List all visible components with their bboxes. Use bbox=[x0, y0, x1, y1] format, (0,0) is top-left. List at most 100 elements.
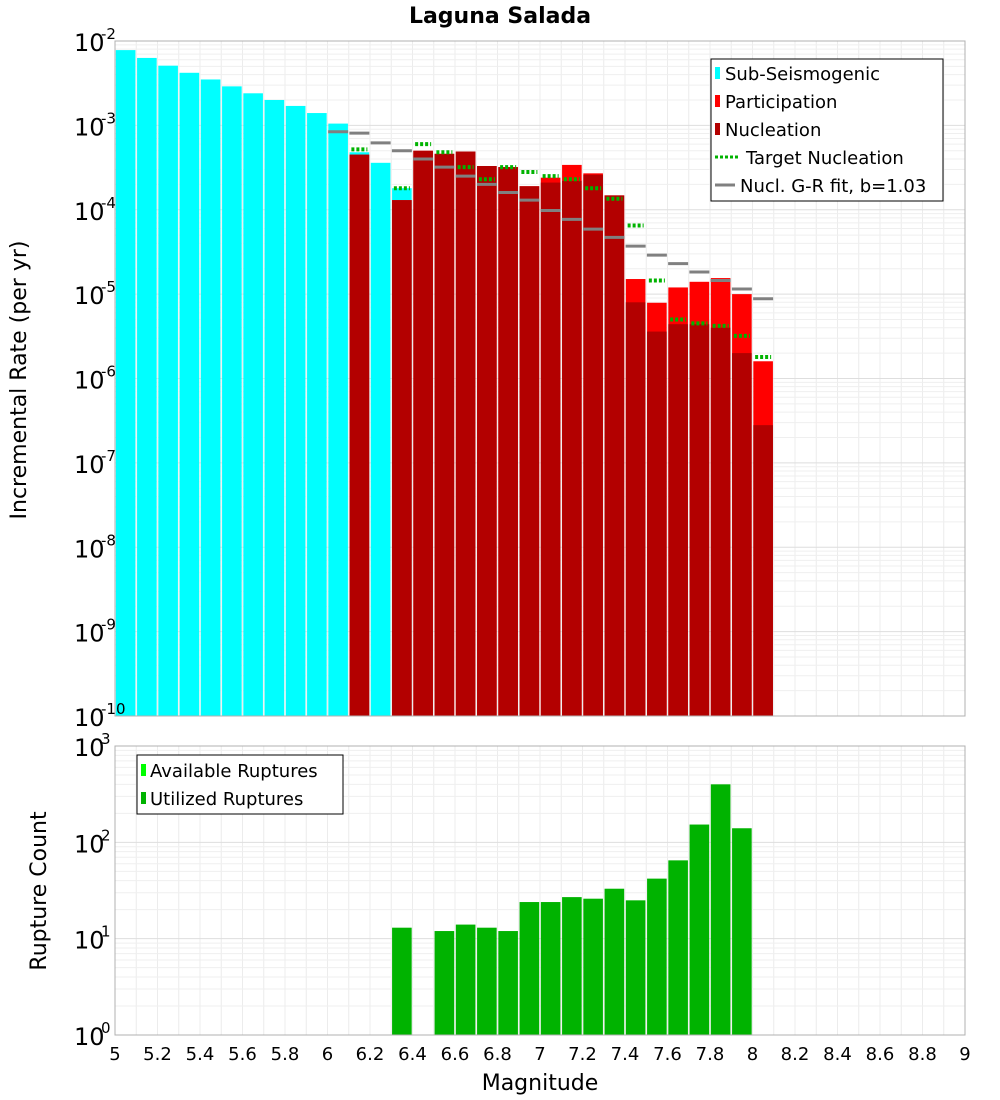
sub-seismogenic-bar bbox=[179, 72, 200, 717]
sub-seismogenic-bar bbox=[200, 79, 221, 717]
nucleation-bar bbox=[498, 167, 518, 716]
x-tick-label: 7.6 bbox=[653, 1044, 682, 1065]
y-tick-exponent: -2 bbox=[101, 25, 116, 43]
nucleation-bar bbox=[732, 353, 752, 716]
y-tick-label: 102 bbox=[74, 826, 111, 858]
y-tick-base: 10 bbox=[74, 29, 105, 57]
utilized-ruptures-bar bbox=[710, 784, 731, 1035]
utilized-ruptures-bar bbox=[540, 902, 561, 1035]
y-tick-label: 10-9 bbox=[74, 616, 116, 648]
y-tick-exponent: 3 bbox=[101, 730, 111, 748]
sub-seismogenic-bar bbox=[264, 99, 285, 717]
utilized-ruptures-bar bbox=[392, 927, 412, 1035]
utilized-ruptures-bar bbox=[434, 931, 455, 1035]
x-tick-label: 7.8 bbox=[696, 1044, 725, 1065]
nucleation-bar bbox=[455, 151, 476, 716]
chart-title: Laguna Salada bbox=[409, 4, 591, 29]
utilized-ruptures-bar bbox=[689, 824, 710, 1035]
bottom-legend-box bbox=[136, 754, 344, 815]
utilized-ruptures-bar bbox=[583, 898, 603, 1035]
y-tick-exponent: -8 bbox=[101, 531, 116, 549]
y-tick-exponent: -3 bbox=[101, 109, 116, 127]
x-tick-label: 5.4 bbox=[186, 1044, 215, 1065]
y-tick-base: 10 bbox=[74, 620, 105, 648]
nucleation-bar bbox=[668, 324, 688, 716]
x-tick-label: 8.8 bbox=[908, 1044, 937, 1065]
nucleation-bar bbox=[583, 174, 603, 716]
legend-swatch bbox=[715, 123, 720, 135]
utilized-ruptures-bar bbox=[732, 828, 752, 1035]
nucleation-bar bbox=[562, 180, 582, 716]
top-legend-box bbox=[710, 58, 944, 202]
sub-seismogenic-bar bbox=[370, 162, 391, 716]
y-tick-base: 10 bbox=[74, 367, 105, 395]
x-tick-label: 5.2 bbox=[143, 1044, 172, 1065]
x-tick-label: 6.4 bbox=[398, 1044, 427, 1065]
y-tick-base: 10 bbox=[74, 451, 105, 479]
nucleation-bar bbox=[604, 195, 625, 717]
nucleation-bar bbox=[689, 324, 710, 716]
utilized-ruptures-bar bbox=[604, 888, 625, 1035]
x-tick-label: 5 bbox=[109, 1044, 120, 1065]
legend-label: Target Nucleation bbox=[745, 148, 904, 169]
legend-label: Nucleation bbox=[725, 120, 821, 141]
legend-label: Nucl. G-R fit, b=1.03 bbox=[740, 176, 926, 197]
utilized-ruptures-bar bbox=[562, 897, 582, 1035]
bottom-bars bbox=[392, 784, 752, 1035]
nucleation-bar bbox=[434, 153, 455, 716]
legend-swatch bbox=[141, 764, 146, 776]
y-tick-exponent: -6 bbox=[101, 363, 116, 381]
bottom-legend: Available Ruptures Utilized Ruptures bbox=[136, 754, 344, 815]
utilized-ruptures-bar bbox=[647, 878, 667, 1035]
y-tick-label: 101 bbox=[74, 923, 111, 955]
top-y-axis-label: Incremental Rate (per yr) bbox=[7, 241, 32, 520]
x-tick-label: 5.8 bbox=[271, 1044, 300, 1065]
x-tick-label: 7.4 bbox=[611, 1044, 640, 1065]
top-legend: Sub-Seismogenic Participation Nucleation Ta… bbox=[710, 58, 944, 202]
bottom-y-axis-label: Rupture Count bbox=[27, 811, 52, 971]
y-tick-exponent: 1 bbox=[101, 923, 111, 941]
nucleation-bar bbox=[349, 154, 370, 716]
legend-swatch bbox=[715, 67, 720, 79]
legend-label: Available Ruptures bbox=[150, 761, 318, 782]
y-tick-label: 10-7 bbox=[74, 447, 116, 479]
y-tick-label: 10-5 bbox=[74, 278, 116, 310]
nucleation-bar bbox=[392, 200, 412, 716]
y-tick-base: 10 bbox=[74, 282, 105, 310]
y-tick-exponent: 2 bbox=[101, 826, 111, 844]
nucleation-bar bbox=[540, 182, 561, 716]
top-lines bbox=[328, 130, 774, 359]
sub-seismogenic-bar bbox=[243, 93, 263, 716]
sub-seismogenic-bar bbox=[328, 123, 348, 716]
sub-seismogenic-bar bbox=[285, 105, 306, 717]
x-tick-label: 8.6 bbox=[866, 1044, 895, 1065]
sub-seismogenic-bar bbox=[137, 57, 157, 716]
nucleation-bar bbox=[625, 302, 646, 716]
sub-seismogenic-bar bbox=[158, 65, 178, 716]
y-tick-base: 10 bbox=[74, 734, 105, 762]
legend-label: Sub-Seismogenic bbox=[725, 64, 880, 85]
legend-swatch bbox=[715, 95, 720, 107]
sub-seismogenic-bar bbox=[222, 86, 242, 716]
nucleation-bar bbox=[413, 150, 433, 716]
y-tick-exponent: 0 bbox=[101, 1019, 111, 1037]
utilized-ruptures-bar bbox=[519, 902, 540, 1035]
y-tick-base: 10 bbox=[74, 1023, 105, 1051]
x-tick-label: 6 bbox=[322, 1044, 333, 1065]
y-tick-exponent: -5 bbox=[101, 278, 116, 296]
nucleation-bar bbox=[647, 331, 667, 716]
utilized-ruptures-bar bbox=[455, 924, 476, 1035]
utilized-ruptures-bar bbox=[498, 931, 518, 1035]
y-tick-label: 10-8 bbox=[74, 531, 116, 563]
utilized-ruptures-bar bbox=[477, 927, 497, 1035]
y-tick-base: 10 bbox=[74, 704, 105, 732]
y-tick-label: 103 bbox=[74, 730, 111, 762]
x-tick-labels: 5 5.2 5.4 5.6 5.8 6 6.2 6.4 6.6 6.8 7 7.2 7.4 7.6 7.8 8… bbox=[109, 1044, 970, 1065]
x-tick-label: 7 bbox=[534, 1044, 545, 1065]
legend-label: Participation bbox=[725, 92, 837, 113]
nucleation-bar bbox=[753, 425, 773, 716]
x-tick-label: 8.2 bbox=[781, 1044, 810, 1065]
y-tick-exponent: -4 bbox=[101, 194, 116, 212]
